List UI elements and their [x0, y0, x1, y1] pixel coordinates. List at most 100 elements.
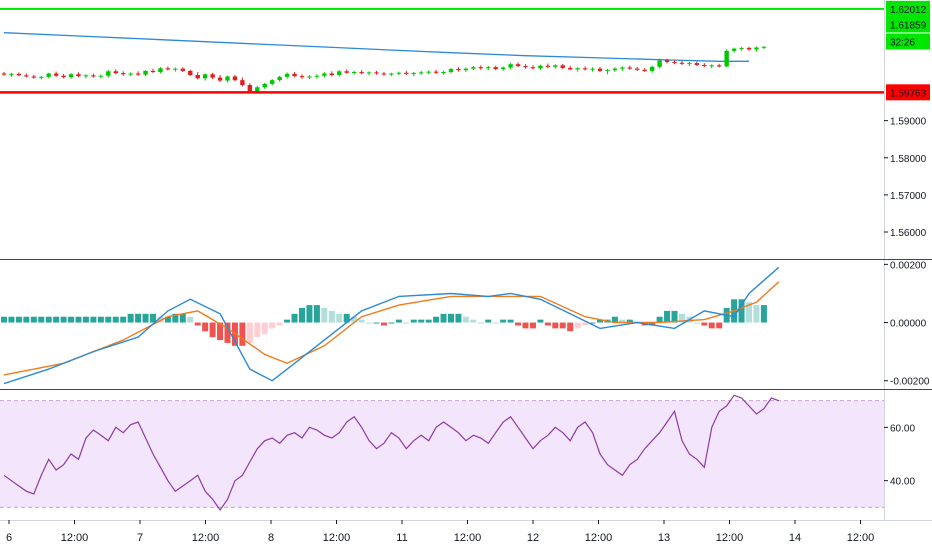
- macd-histogram-bar: [299, 308, 305, 323]
- time-axis-label: 12:00: [847, 532, 875, 544]
- macd-histogram-bar: [522, 322, 529, 329]
- candle: [530, 65, 536, 70]
- macd-histogram-bar: [500, 319, 507, 323]
- candle-body: [277, 76, 282, 81]
- time-axis-label: 8: [268, 532, 274, 544]
- candle-body: [83, 75, 89, 77]
- candle-body: [128, 73, 133, 75]
- candle: [538, 64, 543, 71]
- macd-histogram-bar: [649, 322, 656, 326]
- candle-body: [344, 71, 349, 73]
- price-tick-label: 1.58000: [890, 154, 927, 165]
- candle-body: [739, 47, 744, 49]
- candle: [590, 67, 595, 72]
- macd-histogram-bar: [515, 322, 522, 326]
- candle: [98, 74, 104, 79]
- current-price-tag-bg: [886, 16, 930, 33]
- candle-body: [597, 68, 603, 71]
- candle-body: [351, 72, 357, 74]
- macd-histogram-bar: [552, 322, 559, 329]
- macd-histogram-bar: [373, 322, 380, 324]
- candle-body: [620, 67, 625, 69]
- macd-histogram-bar: [120, 316, 127, 323]
- candle: [717, 63, 722, 68]
- candle: [225, 75, 230, 83]
- candle: [456, 67, 461, 72]
- candle-body: [24, 75, 29, 77]
- candle-body: [31, 76, 36, 78]
- candle: [351, 70, 357, 75]
- candle: [582, 66, 588, 71]
- macd-histogram-bar: [358, 319, 365, 323]
- candle-body: [210, 74, 215, 78]
- macd-histogram-bar: [559, 322, 566, 329]
- candle-body: [530, 67, 536, 69]
- candle: [739, 47, 744, 51]
- candle: [694, 61, 700, 67]
- candle: [232, 74, 238, 82]
- candle: [441, 70, 446, 75]
- candle: [612, 67, 618, 73]
- candle-body: [98, 75, 104, 77]
- macd-histogram-bar: [8, 316, 15, 323]
- candle: [121, 71, 126, 76]
- candle: [135, 71, 141, 77]
- candle: [106, 69, 111, 78]
- macd-histogram-bar: [1, 316, 7, 323]
- time-axis-label: 12:00: [716, 532, 744, 544]
- candle: [270, 79, 275, 86]
- macd-histogram-bar: [150, 313, 156, 323]
- candle: [687, 61, 692, 67]
- candle-body: [143, 70, 148, 75]
- macd-histogram-bar: [678, 313, 685, 323]
- macd-histogram-bar: [626, 319, 633, 323]
- macd-histogram-bar: [567, 322, 574, 332]
- price-tick-label: 1.56000: [890, 228, 927, 239]
- macd-histogram-bar: [328, 310, 335, 323]
- candle-body: [225, 76, 230, 81]
- candle-body: [374, 72, 379, 74]
- macd-histogram-bar: [202, 322, 209, 332]
- rsi-line: [3, 394, 780, 512]
- candle-body: [39, 76, 44, 78]
- macd-histogram-bar: [418, 319, 425, 323]
- candle-body: [106, 71, 111, 76]
- candle-body: [448, 69, 454, 73]
- candle-body: [299, 76, 305, 78]
- candle: [463, 67, 469, 73]
- candle-body: [113, 71, 118, 74]
- candle-body: [292, 73, 297, 77]
- candle-body: [180, 68, 185, 71]
- candle: [724, 49, 729, 68]
- candle-body: [560, 65, 565, 68]
- macd-histogram-bar: [112, 316, 119, 323]
- candle-body: [590, 68, 595, 70]
- macd-histogram-bar: [477, 322, 484, 324]
- macd-histogram-bar: [455, 313, 462, 323]
- candle-body: [359, 72, 364, 74]
- candle: [545, 63, 551, 69]
- macd-histogram-bar: [425, 319, 432, 323]
- macd-histogram-bar: [142, 313, 149, 323]
- candle: [188, 69, 193, 77]
- bar-countdown-tag-bg: [886, 33, 930, 50]
- candle-body: [426, 71, 431, 73]
- candle: [575, 67, 580, 72]
- candle: [39, 75, 44, 80]
- macd-tick-label: 0.00200: [890, 260, 927, 271]
- macd-histogram-bar: [82, 316, 89, 323]
- price-tick-label: 1.59000: [890, 117, 927, 128]
- macd-histogram-bar: [30, 316, 37, 323]
- candle-body: [314, 75, 320, 77]
- candle: [508, 62, 513, 70]
- candle: [657, 58, 662, 69]
- candle: [709, 64, 714, 69]
- candle: [83, 74, 89, 79]
- candle: [359, 70, 364, 75]
- candle-body: [635, 68, 640, 70]
- candle-body: [649, 66, 655, 71]
- candle: [284, 72, 290, 79]
- candle-body: [694, 63, 700, 65]
